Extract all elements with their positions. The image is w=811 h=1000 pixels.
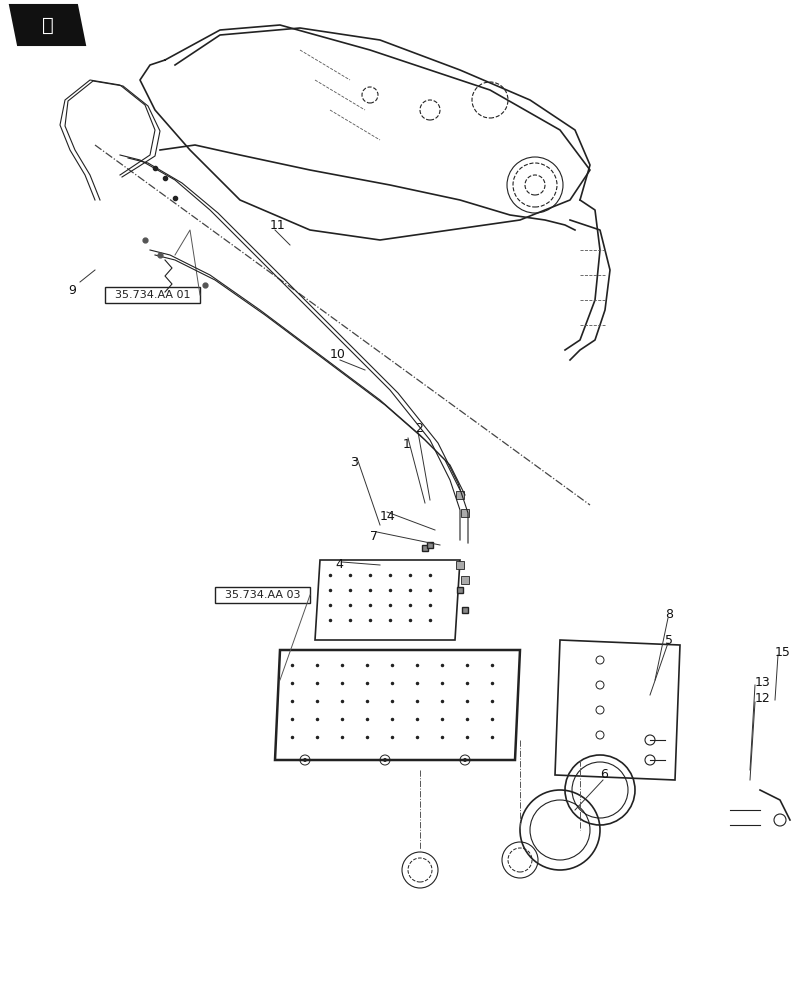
Text: 35.734.AA 01: 35.734.AA 01: [115, 290, 191, 300]
Text: 🔧: 🔧: [42, 16, 54, 35]
Circle shape: [303, 758, 307, 762]
Text: 8: 8: [664, 608, 672, 621]
Text: 13: 13: [754, 676, 770, 688]
Text: 2: 2: [414, 422, 423, 434]
Text: 3: 3: [350, 456, 358, 468]
Text: 35.734.AA 03: 35.734.AA 03: [225, 590, 300, 600]
Circle shape: [462, 758, 466, 762]
Text: 4: 4: [335, 558, 342, 572]
Text: 12: 12: [754, 692, 770, 704]
Bar: [456, 491, 463, 499]
Bar: [461, 509, 469, 517]
Text: 9: 9: [68, 284, 75, 296]
Bar: [215, 587, 310, 603]
Text: 6: 6: [599, 768, 607, 782]
Circle shape: [383, 758, 387, 762]
Text: 5: 5: [664, 634, 672, 646]
Text: 1: 1: [402, 438, 410, 452]
Text: 14: 14: [380, 510, 395, 524]
Text: 15: 15: [774, 646, 790, 658]
Polygon shape: [10, 5, 85, 45]
Bar: [456, 561, 463, 569]
Bar: [461, 576, 469, 584]
Text: 7: 7: [370, 530, 378, 544]
Text: 10: 10: [329, 349, 345, 361]
Bar: [105, 287, 200, 303]
Text: 11: 11: [270, 219, 285, 232]
